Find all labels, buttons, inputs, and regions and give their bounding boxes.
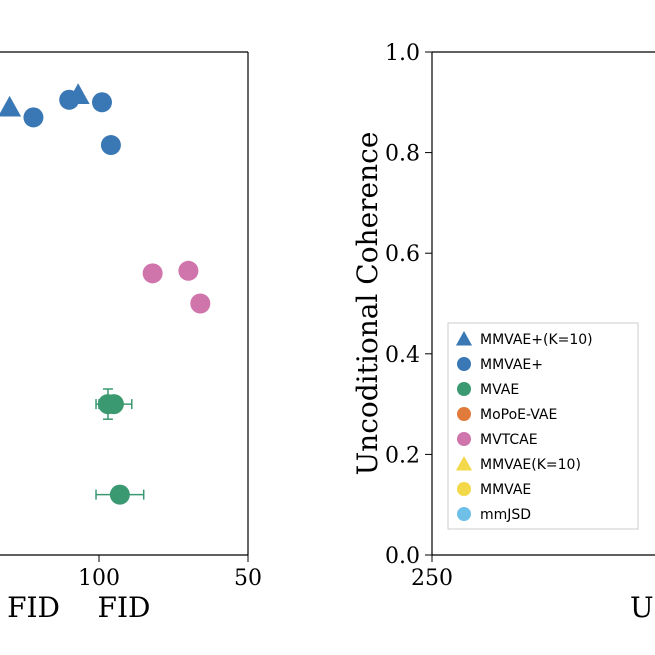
left-panel-point bbox=[0, 96, 21, 117]
left-panel-point bbox=[98, 394, 118, 414]
left-panel-point bbox=[101, 135, 121, 155]
legend-label: MMVAE bbox=[480, 482, 531, 498]
right-panel-xlabel: U bbox=[630, 591, 654, 624]
legend-label: MMVAE(K=10) bbox=[480, 457, 581, 473]
legend-box bbox=[448, 323, 638, 529]
left-panel-xtick-label: 100 bbox=[78, 566, 120, 591]
right-panel-ytick-label: 0.8 bbox=[385, 142, 420, 167]
legend-label: mmJSD bbox=[480, 507, 531, 523]
left-panel-point bbox=[23, 107, 43, 127]
left-panel-point bbox=[92, 92, 112, 112]
left-panel-point bbox=[178, 261, 198, 281]
legend-marker bbox=[457, 357, 471, 371]
left-panel-xlabel: FID bbox=[7, 591, 60, 624]
left-panel-point bbox=[59, 90, 79, 110]
right-panel-xtick-label: 250 bbox=[411, 566, 453, 591]
left-panel-point bbox=[143, 263, 163, 283]
legend-label: MoPoE-VAE bbox=[480, 407, 557, 423]
right-panel-ytick-label: 0.0 bbox=[385, 544, 420, 569]
legend-marker bbox=[457, 382, 471, 396]
legend-label: MVAE bbox=[480, 382, 519, 398]
right-panel-ytick-label: 0.6 bbox=[385, 242, 420, 267]
right-panel-ytick-label: 1.0 bbox=[385, 41, 420, 66]
left-panel-point bbox=[110, 485, 130, 505]
left-panel-point bbox=[190, 294, 210, 314]
right-panel-ylabel: Uncoditional Coherence bbox=[351, 132, 384, 476]
left-panel-xtick-label: 50 bbox=[234, 566, 262, 591]
legend-label: MVTCAE bbox=[480, 432, 538, 448]
legend-marker bbox=[457, 482, 471, 496]
legend-marker bbox=[457, 432, 471, 446]
right-panel-ytick-label: 0.2 bbox=[385, 443, 420, 468]
legend-marker bbox=[457, 407, 471, 421]
left-panel-xlabel: FID bbox=[98, 591, 151, 624]
legend-label: MMVAE+ bbox=[480, 357, 543, 373]
right-panel-ytick-label: 0.4 bbox=[385, 343, 420, 368]
legend-label: MMVAE+(K=10) bbox=[480, 332, 593, 348]
legend-marker bbox=[457, 507, 471, 521]
